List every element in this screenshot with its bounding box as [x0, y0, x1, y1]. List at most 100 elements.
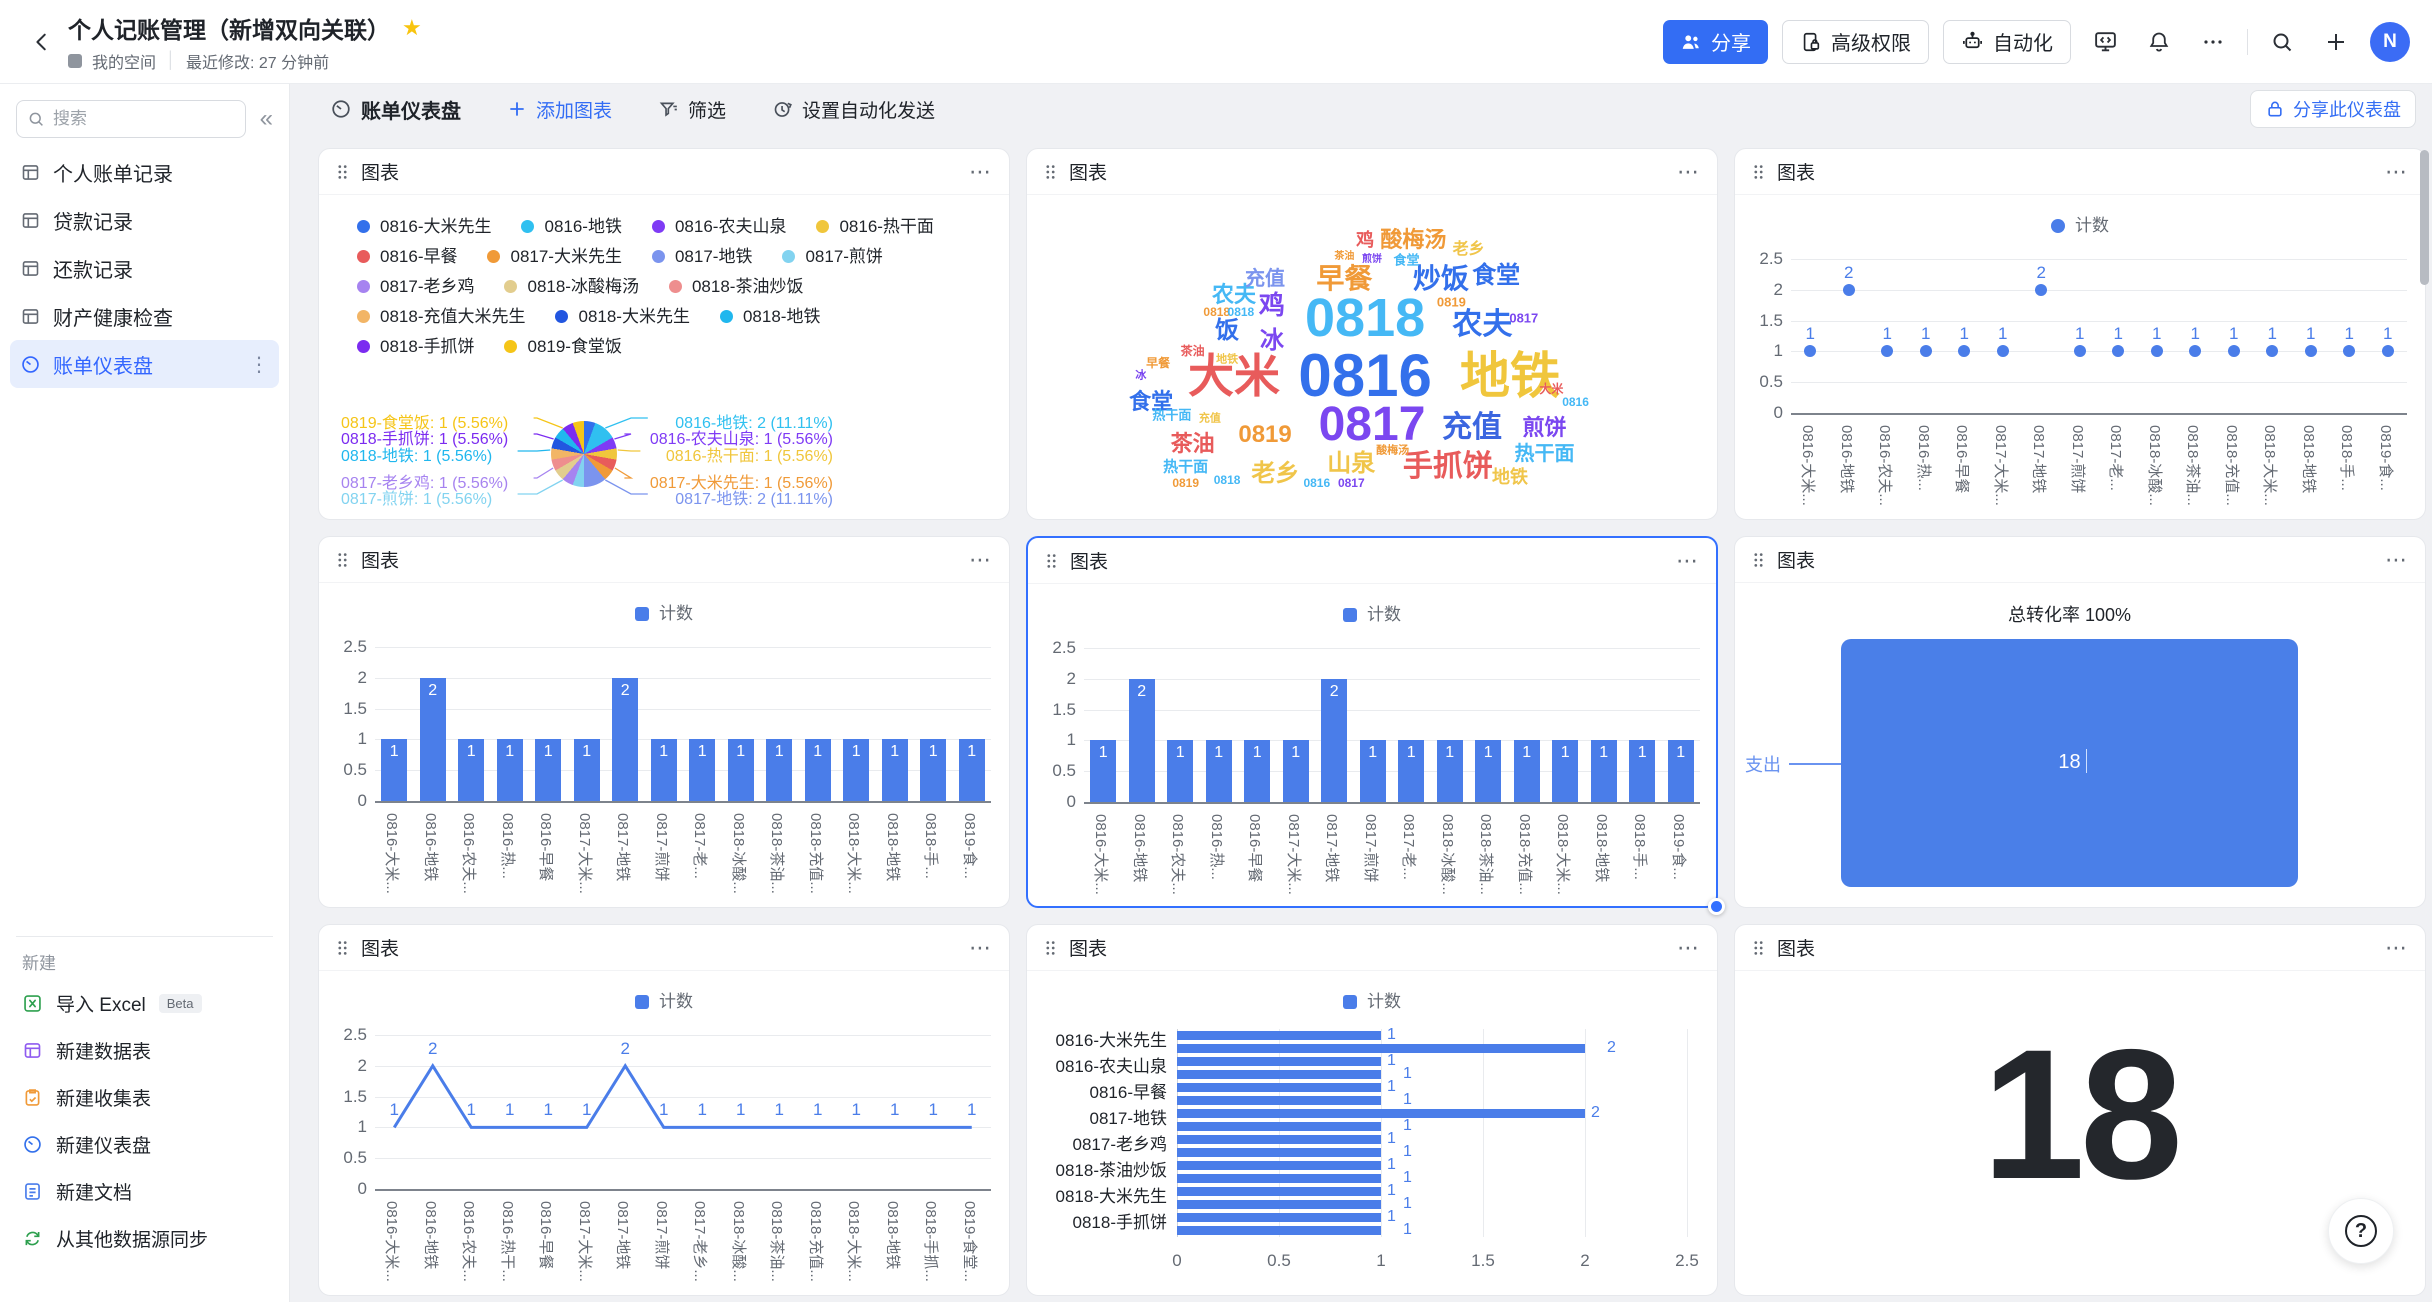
bar — [1321, 678, 1348, 802]
wordcloud-word: 充值 — [1198, 412, 1221, 425]
wordcloud-word: 0819 — [1172, 476, 1200, 491]
dashboard-icon — [20, 354, 41, 375]
legend-marker — [2051, 219, 2065, 233]
drag-handle-icon[interactable] — [335, 939, 350, 957]
dashboard-tab-label: 账单仪表盘 — [361, 100, 461, 123]
drag-handle-icon[interactable] — [1751, 163, 1766, 181]
bar — [381, 739, 408, 801]
card-more-icon[interactable]: ⋯ — [969, 934, 993, 960]
bar — [804, 739, 831, 801]
resize-handle[interactable] — [1708, 898, 1725, 915]
advanced-permissions-label: 高级权限 — [1831, 33, 1911, 55]
data-label: 1 — [2113, 324, 2123, 344]
y-category-label: 0817-地铁 — [1089, 1108, 1167, 1128]
x-category-label: 0818-地铁 — [1592, 814, 1610, 883]
card-more-icon[interactable]: ⋯ — [969, 158, 993, 184]
card-more-icon[interactable]: ⋯ — [969, 546, 993, 572]
item-more-icon[interactable]: ⋮ — [249, 353, 269, 376]
drag-handle-icon[interactable] — [335, 163, 350, 181]
wordcloud-word: 手抓饼 — [1402, 450, 1493, 484]
card-title: 图表 — [1070, 552, 1109, 573]
chart-card-3: 图表 ⋯ 计数 0 0.5 1 1.5 2 2.5 0816-大米... 0816-地铁 0816-… — [1734, 148, 2426, 520]
bar — [496, 739, 523, 801]
search-input[interactable] — [53, 109, 203, 129]
search-icon[interactable] — [2262, 22, 2302, 62]
data-label: 2 — [1137, 682, 1147, 700]
sidebar-item-table-0[interactable]: 个人账单记录 — [10, 148, 279, 196]
sidebar-search[interactable] — [16, 100, 246, 138]
scatter-dot — [2343, 345, 2356, 358]
plus-icon — [507, 99, 527, 119]
new-form-item[interactable]: 新建收集表 — [0, 1074, 289, 1121]
card-more-icon[interactable]: ⋯ — [1677, 158, 1701, 184]
share-button[interactable]: 分享 — [1663, 19, 1768, 64]
import-excel-item[interactable]: 导入 Excel Beta — [0, 980, 289, 1027]
bar — [1513, 740, 1540, 802]
new-table-item[interactable]: 新建数据表 — [0, 1027, 289, 1074]
robot-icon — [1961, 30, 1984, 53]
gridline — [375, 677, 991, 679]
notifications-bell-icon[interactable] — [2139, 22, 2179, 62]
add-icon[interactable] — [2316, 22, 2356, 62]
auto-send-button[interactable]: 设置自动化发送 — [772, 96, 935, 123]
x-category-label: 0818-冰酸... — [729, 813, 747, 894]
add-chart-button[interactable]: 添加图表 — [507, 96, 612, 123]
filter-button[interactable]: 筛选 — [658, 96, 726, 123]
advanced-permissions-button[interactable]: 高级权限 — [1782, 19, 1929, 64]
y-tick-label: 2 — [1066, 668, 1076, 688]
sidebar-item-table-3[interactable]: 财产健康检查 — [10, 292, 279, 340]
chart-card-5-selected[interactable]: 图表 ⋯ 计数 0 0.5 1 1.5 2 2.5 0816-大米... 0816-地铁 0816-… — [1026, 536, 1725, 915]
y-tick-label: 2.5 — [343, 637, 367, 656]
card-more-icon[interactable]: ⋯ — [1676, 547, 1700, 573]
drag-handle-icon[interactable] — [1751, 551, 1766, 569]
card-more-icon[interactable]: ⋯ — [2385, 158, 2409, 184]
console-icon[interactable] — [2085, 22, 2125, 62]
gridline — [1791, 382, 2407, 384]
drag-handle-icon[interactable] — [1044, 552, 1059, 570]
help-button[interactable]: ? — [2328, 1198, 2394, 1264]
data-label: 1 — [967, 743, 977, 761]
bar — [1590, 740, 1617, 802]
drag-handle-icon[interactable] — [1751, 939, 1766, 957]
wordcloud-word: 冰 — [1135, 369, 1147, 382]
card-more-icon[interactable]: ⋯ — [2385, 934, 2409, 960]
scatter-dot — [1842, 283, 1855, 296]
y-tick-label: 2.5 — [343, 1025, 367, 1044]
more-menu-icon[interactable] — [2193, 22, 2233, 62]
sync-datasource-item[interactable]: 从其他数据源同步 — [0, 1215, 289, 1262]
scrollbar-thumb[interactable] — [2420, 150, 2429, 285]
share-dashboard-button[interactable]: 分享此仪表盘 — [2250, 90, 2416, 128]
data-label: 1 — [1214, 744, 1224, 762]
wordcloud-word: 地铁 — [1460, 348, 1560, 405]
drag-handle-icon[interactable] — [1043, 939, 1058, 957]
x-category-label: 0816-热... — [498, 813, 516, 879]
sidebar-item-dashboard[interactable]: 账单仪表盘 ⋮ — [10, 340, 279, 388]
x-category-label: 0816-农夫... — [1169, 814, 1187, 895]
x-category-label: 0816-农夫... — [460, 813, 478, 894]
gridline — [375, 739, 991, 741]
scatter-dot — [2073, 345, 2086, 358]
drag-handle-icon[interactable] — [335, 551, 350, 569]
legend-item: 0819-食堂饭 — [504, 332, 622, 357]
sidebar-item-table-2[interactable]: 还款记录 — [10, 244, 279, 292]
bar — [1398, 740, 1425, 802]
data-label: 1 — [1098, 744, 1108, 762]
sidebar-item-table-1[interactable]: 贷款记录 — [10, 196, 279, 244]
card-more-icon[interactable]: ⋯ — [1677, 934, 1701, 960]
legend-item: 0817-地铁 — [651, 242, 752, 267]
back-button[interactable] — [22, 22, 62, 62]
new-dashboard-item[interactable]: 新建仪表盘 — [0, 1121, 289, 1168]
star-icon[interactable]: ★ — [402, 14, 422, 40]
card-more-icon[interactable]: ⋯ — [2385, 546, 2409, 572]
scatter-dot — [2381, 345, 2394, 358]
new-section-label: 新建 — [22, 954, 56, 973]
data-label: 1 — [466, 743, 476, 761]
collapse-sidebar-icon[interactable]: « — [259, 105, 273, 132]
new-doc-item[interactable]: 新建文档 — [0, 1168, 289, 1215]
avatar[interactable]: N — [2370, 21, 2410, 62]
automation-button[interactable]: 自动化 — [1943, 19, 2071, 64]
dashboard-tab[interactable]: 账单仪表盘 — [330, 95, 461, 124]
space-label[interactable]: 我的空间 — [92, 54, 157, 72]
legend-item: 0818-冰酸梅汤 — [504, 272, 639, 297]
drag-handle-icon[interactable] — [1043, 163, 1058, 181]
